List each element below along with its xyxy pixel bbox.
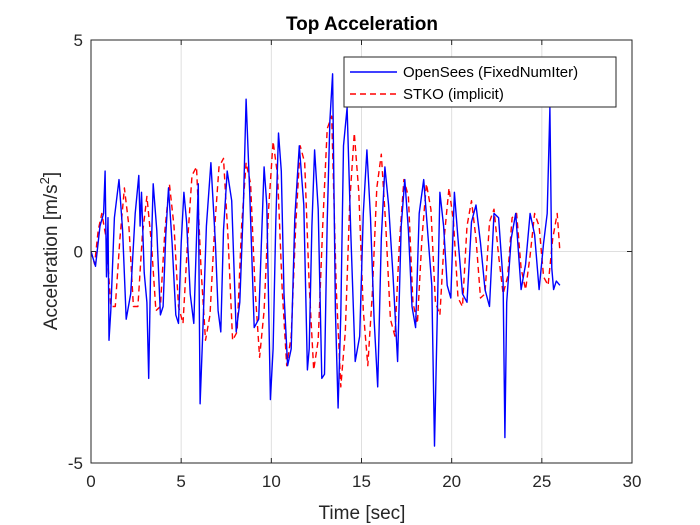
- y-axis-label-main: Acceleration [m/s: [41, 184, 62, 330]
- x-tick-label: 20: [442, 472, 461, 491]
- y-tick-label: -5: [68, 454, 83, 473]
- x-tick-label: 25: [532, 472, 551, 491]
- x-tick-label: 0: [86, 472, 95, 491]
- x-axis-label: Time [sec]: [319, 503, 406, 524]
- x-tick-label: 10: [262, 472, 281, 491]
- legend: OpenSees (FixedNumIter) STKO (implicit): [343, 56, 617, 108]
- chart-title: Top Acceleration: [286, 14, 438, 35]
- y-axis-label-close: ]: [41, 172, 62, 177]
- y-tick-label: 0: [74, 243, 83, 262]
- y-axis-label-superscript: 2: [37, 177, 52, 184]
- series-layer: [90, 73, 561, 447]
- x-tick-label: 30: [623, 472, 642, 491]
- legend-label-opensees: OpenSees (FixedNumIter): [403, 64, 578, 81]
- legend-label-stko: STKO (implicit): [403, 86, 504, 103]
- series-line-opensees: [90, 73, 561, 447]
- y-axis-label: Acceleration [m/s2]: [37, 172, 62, 330]
- legend-box: [343, 56, 617, 108]
- x-tick-label: 15: [352, 472, 371, 491]
- x-tick-label: 5: [176, 472, 185, 491]
- ticks: 0 5 10 15 20 25 30-505: [68, 31, 642, 491]
- y-tick-label: 5: [74, 31, 83, 50]
